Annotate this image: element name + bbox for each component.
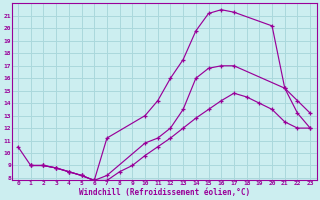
X-axis label: Windchill (Refroidissement éolien,°C): Windchill (Refroidissement éolien,°C) bbox=[78, 188, 250, 197]
